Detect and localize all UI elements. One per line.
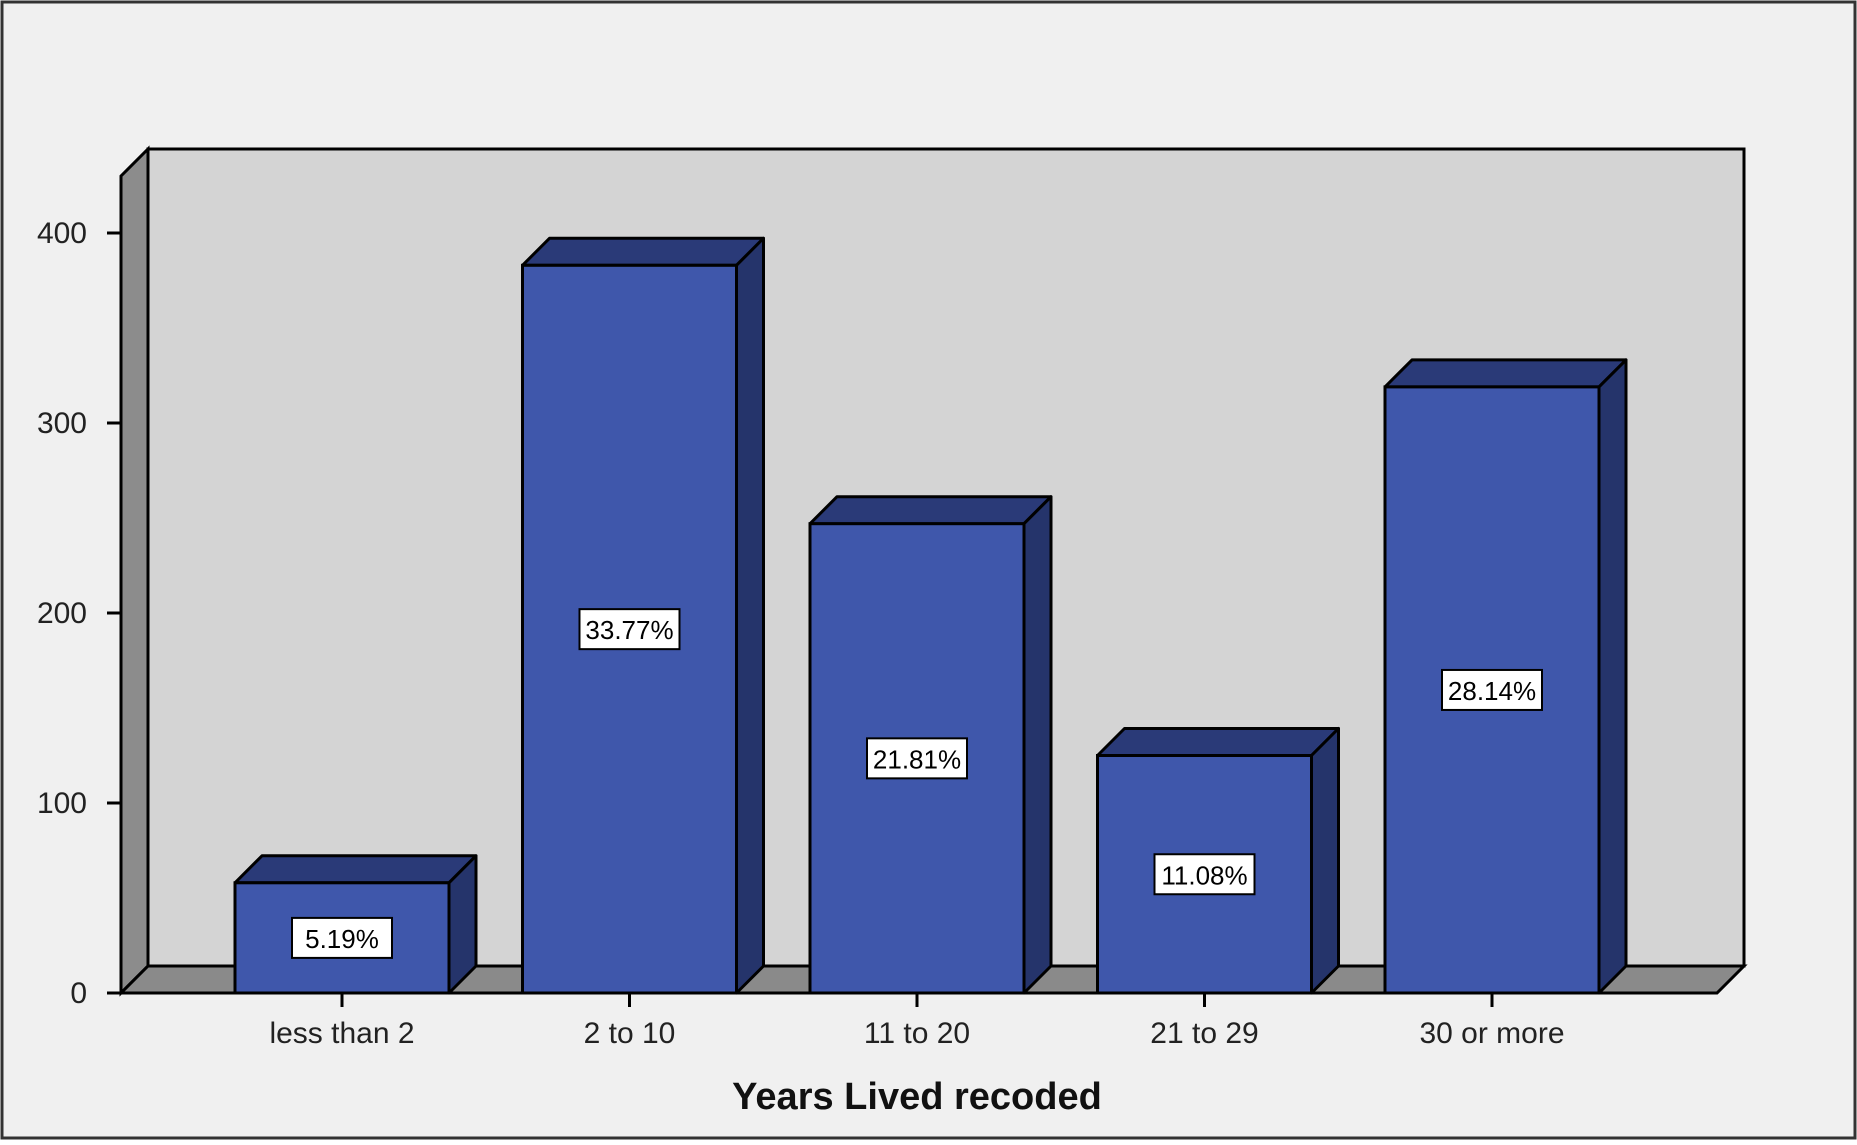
x-tick-label: 11 to 20 (864, 1017, 970, 1050)
data-label-box (578, 608, 681, 651)
data-label-text: 28.14% (1448, 676, 1536, 706)
bar-top (1383, 358, 1628, 389)
x-tick-label: 2 to 10 (584, 1017, 676, 1050)
bar-side (1310, 727, 1340, 995)
bar-group: 11.08% (1096, 727, 1340, 995)
bar-side (1022, 495, 1053, 995)
x-axis: less than 2 2 to 10 11 to 20 21 to 29 30 or … (269, 993, 1565, 1050)
bar-group: 33.77% (521, 236, 765, 995)
data-label-box (1153, 853, 1256, 896)
bar-data-label: 5.19% (291, 916, 393, 959)
data-label-text: 33.77% (585, 615, 673, 645)
x-tick-label: less than 2 (269, 1017, 414, 1050)
data-label-text: 11.08% (1161, 860, 1247, 890)
bar-group: 28.14% (1383, 358, 1628, 995)
bar-side (735, 236, 765, 995)
bar-top (233, 854, 478, 885)
plot-side-wall (119, 145, 150, 997)
x-axis-title: Years Lived recoded (732, 1076, 1102, 1118)
y-tick-label: 0 (70, 977, 87, 1010)
x-tick-label: 21 to 29 (1150, 1017, 1258, 1050)
bar-data-label: 33.77% (578, 608, 681, 651)
y-tick-label: 200 (37, 597, 87, 630)
data-label-text: 5.19% (305, 924, 379, 954)
data-label-box (291, 916, 393, 959)
bar-top (808, 495, 1053, 526)
bar-data-label: 11.08% (1153, 853, 1256, 896)
bar-data-label: 21.81% (866, 737, 968, 780)
data-label-box (866, 737, 968, 780)
bar-top (1096, 727, 1340, 757)
bar (1383, 385, 1601, 995)
bar-top (521, 236, 765, 267)
bar-group: 21.81% (808, 495, 1053, 995)
y-tick-label: 400 (37, 217, 87, 250)
x-tick-label: 30 or more (1419, 1017, 1564, 1050)
bar-side (1597, 358, 1628, 995)
y-tick-label: 300 (37, 407, 87, 440)
bar-data-label: 28.14% (1441, 668, 1543, 711)
data-label-box (1441, 668, 1543, 711)
data-label-text: 21.81% (873, 744, 961, 774)
y-tick-label: 100 (37, 787, 87, 820)
bar-group: 5.19% (233, 854, 478, 995)
bars: 5.19% 33.77% 21.81% 11.08% 28.14% (233, 236, 1628, 995)
